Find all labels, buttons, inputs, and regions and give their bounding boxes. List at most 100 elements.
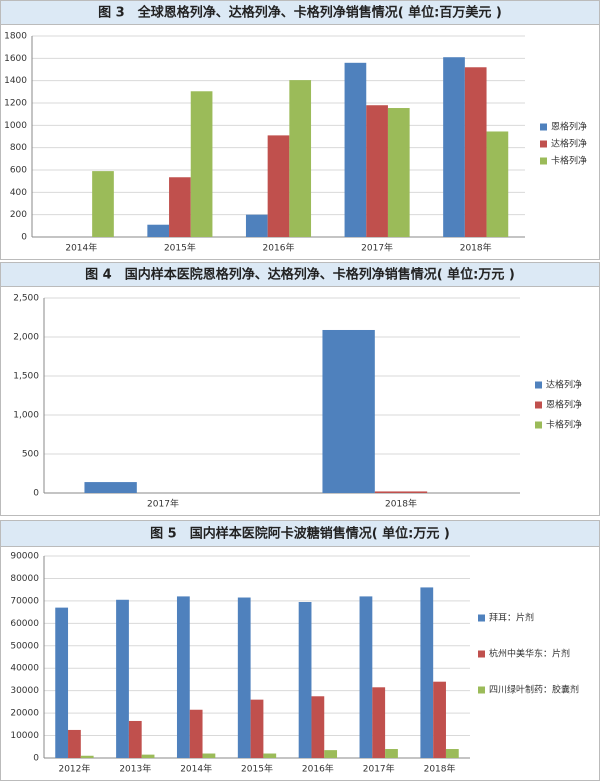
legend-swatch	[535, 401, 542, 409]
y-tick-label: 400	[10, 188, 27, 198]
bar	[464, 67, 487, 238]
y-tick-label: 30000	[10, 686, 39, 696]
x-tick-label: 2014年	[65, 242, 97, 254]
y-tick-label: 800	[10, 143, 27, 153]
x-tick-label: 2017年	[361, 242, 393, 254]
bar	[92, 171, 114, 237]
bar	[433, 681, 446, 758]
legend-label: 拜耳：片剂	[489, 612, 534, 624]
bar	[311, 696, 325, 758]
bar	[263, 753, 277, 758]
y-tick-label: 200	[10, 210, 27, 220]
y-tick-label: 0	[33, 754, 39, 764]
y-tick-label: 0	[33, 489, 39, 499]
y-tick-label: 70000	[10, 596, 39, 606]
legend-label: 达格列净	[551, 138, 587, 150]
y-tick-label: 1400	[4, 76, 27, 86]
bar	[372, 687, 386, 758]
bar	[189, 709, 203, 758]
y-tick-label: 10000	[10, 731, 39, 741]
bar	[324, 750, 338, 758]
bar	[344, 62, 367, 237]
legend-label: 四川绿叶制药：胶囊剂	[489, 684, 579, 696]
y-tick-label: 80000	[10, 574, 39, 584]
x-tick-label: 2016年	[263, 242, 295, 254]
bar	[289, 80, 312, 237]
legend-swatch	[478, 686, 485, 694]
legend-swatch	[540, 123, 547, 131]
legend-label: 卡格列净	[546, 419, 582, 431]
bar	[374, 491, 428, 493]
legend-swatch	[535, 381, 542, 389]
legend-label: 杭州中美华东：片剂	[489, 648, 570, 660]
title-bar	[0, 262, 600, 287]
x-tick-label: 2015年	[241, 763, 273, 775]
y-tick-label: 1,000	[13, 411, 39, 421]
bar	[176, 596, 190, 758]
bar	[420, 587, 434, 758]
bar	[202, 753, 216, 758]
legend-swatch	[478, 650, 485, 658]
legend-swatch	[478, 614, 485, 622]
bar	[322, 329, 375, 493]
legend-label: 卡格列净	[551, 155, 587, 167]
legend-label: 恩格列净	[546, 399, 582, 411]
title-bar	[0, 0, 600, 25]
y-tick-label: 20000	[10, 709, 39, 719]
legend-swatch	[535, 421, 542, 429]
bar	[359, 596, 373, 758]
chart-title: 图 3 全球恩格列净、达格列净、卡格列净销售情况( 单位:百万美元 )	[98, 5, 502, 21]
y-tick-label: 2,500	[13, 294, 39, 304]
y-tick-label: 1000	[4, 121, 27, 131]
legend-swatch	[540, 157, 547, 165]
x-tick-label: 2018年	[460, 242, 492, 254]
y-tick-label: 1,500	[13, 372, 39, 382]
y-tick-label: 600	[10, 166, 27, 176]
bar	[245, 214, 268, 237]
x-tick-label: 2013年	[119, 763, 151, 775]
y-tick-label: 500	[22, 450, 39, 460]
y-tick-label: 0	[21, 233, 27, 243]
x-tick-label: 2012年	[58, 763, 90, 775]
bar	[55, 607, 69, 758]
bar	[250, 699, 264, 758]
bar	[80, 755, 94, 758]
bar	[128, 720, 142, 758]
bar	[116, 599, 129, 758]
x-tick-label: 2016年	[302, 763, 334, 775]
bar	[141, 754, 155, 758]
bar	[190, 91, 213, 238]
x-tick-label: 2018年	[385, 498, 417, 510]
chart-title: 图 4 国内样本医院恩格列净、达格列净、卡格列净销售情况( 单位:万元 )	[85, 267, 515, 283]
bar	[237, 597, 251, 758]
bar	[385, 749, 398, 758]
panel	[0, 262, 600, 516]
bar	[169, 177, 191, 237]
bar	[298, 602, 312, 758]
chart-title: 图 5 国内样本医院阿卡波糖销售情况( 单位:万元 )	[150, 526, 450, 542]
y-tick-label: 1800	[4, 32, 27, 42]
legend-label: 恩格列净	[551, 121, 587, 133]
bar	[443, 57, 465, 237]
legend-swatch	[540, 140, 547, 148]
y-tick-label: 2,000	[13, 333, 39, 343]
y-tick-label: 1200	[4, 99, 27, 109]
y-tick-label: 60000	[10, 619, 39, 629]
bar	[486, 131, 509, 237]
bar	[147, 224, 170, 237]
y-tick-label: 50000	[10, 641, 39, 651]
x-tick-label: 2017年	[363, 763, 395, 775]
x-tick-label: 2015年	[164, 242, 196, 254]
y-tick-label: 40000	[10, 664, 39, 674]
x-tick-label: 2018年	[424, 763, 456, 775]
bar	[366, 105, 388, 237]
bar	[445, 749, 459, 758]
legend-label: 达格列净	[546, 379, 582, 391]
y-tick-label: 90000	[10, 552, 39, 562]
bar	[84, 482, 137, 493]
y-tick-label: 1600	[4, 54, 27, 64]
x-tick-label: 2017年	[147, 498, 179, 510]
x-tick-label: 2014年	[180, 763, 212, 775]
bar	[387, 108, 410, 238]
